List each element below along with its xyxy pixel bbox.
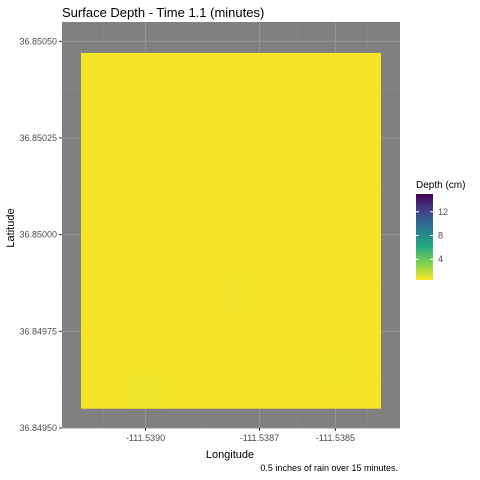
x-tick-label: -111.5385 xyxy=(316,433,355,443)
depth-cell xyxy=(126,373,165,409)
legend-tick-label: 4 xyxy=(438,254,443,264)
depth-cell xyxy=(221,273,252,312)
depth-cell xyxy=(316,350,355,382)
y-tick-label: 36.85025 xyxy=(19,133,57,143)
x-tick-label: -111.5390 xyxy=(126,433,165,443)
legend: Depth (cm) 4 8 12 xyxy=(416,180,465,280)
legend-ticks: 4 8 12 xyxy=(416,207,448,264)
depth-raster-fill xyxy=(80,52,382,409)
y-tick-label: 36.85050 xyxy=(19,36,57,46)
legend-colorbar xyxy=(416,194,433,280)
chart-title: Surface Depth - Time 1.1 (minutes) xyxy=(62,5,264,20)
legend-tick-label: 12 xyxy=(438,207,448,217)
legend-title: Depth (cm) xyxy=(416,180,465,191)
y-tick-label: 36.84950 xyxy=(19,423,57,433)
y-axis-label: Latitude xyxy=(5,208,17,247)
y-tick-label: 36.85000 xyxy=(19,230,57,240)
depth-raster xyxy=(80,52,382,409)
y-tick-label: 36.84975 xyxy=(19,326,57,336)
x-tick-label: -111.5387 xyxy=(240,433,279,443)
y-axis: 36.84950 36.84975 36.85000 36.85025 36.85050 xyxy=(19,36,62,433)
legend-tick-label: 8 xyxy=(438,231,443,241)
x-axis: -111.5390 -111.5387 -111.5385 xyxy=(126,428,355,443)
chart-caption: 0.5 inches of rain over 15 minutes. xyxy=(260,463,398,473)
x-axis-label: Longitude xyxy=(206,449,254,461)
